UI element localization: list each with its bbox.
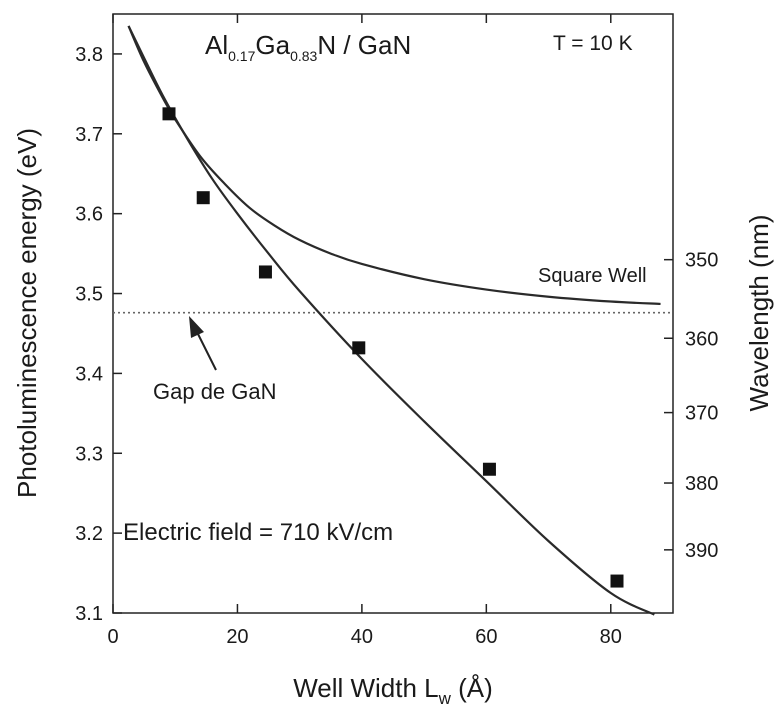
x-axis-title-unit: (Å) [451,673,493,703]
y-tick-label: 3.4 [75,363,103,385]
data-point [482,462,496,476]
x-tick-label: 60 [475,626,497,648]
data-points [162,107,624,588]
y-tick-label: 3.6 [75,204,103,226]
temperature-label: T = 10 K [553,32,633,55]
y-tick-label: 3.5 [75,284,103,306]
title-rest: N / GaN [317,30,411,60]
y-axis-title: Photoluminescence energy (eV) [12,128,42,498]
gap-label: Gap de GaN [153,379,277,404]
y2-tick-label: 390 [685,540,718,562]
gap-arrow-head [189,316,204,338]
y-tick-label: 3.7 [75,124,103,146]
title-al-sub: 0.17 [228,48,255,64]
x-tick-label: 80 [600,626,622,648]
y2-tick-label: 380 [685,473,718,495]
y2-tick-label: 360 [685,328,718,350]
y-tick-label: 3.8 [75,44,103,66]
data-point [162,107,176,121]
title-ga: Ga [255,30,290,60]
x-axis-title-main: Well Width L [293,673,438,703]
y2-axis-ticks: 350 360 370 380 390 [664,250,718,562]
y-tick-label: 3.3 [75,443,103,465]
x-tick-label: 0 [107,626,118,648]
y-tick-label: 3.1 [75,603,103,625]
title-ga-sub: 0.83 [290,48,317,64]
data-point [352,341,366,355]
electric-field-label: Electric field = 710 kV/cm [123,519,393,546]
data-point [610,574,624,588]
x-axis-title: Well Width Lw (Å) [293,673,493,708]
y2-tick-label: 350 [685,250,718,272]
title-al: Al [205,30,228,60]
y-tick-label: 3.2 [75,523,103,545]
data-point [196,191,210,205]
chart-title: Al0.17Ga0.83N / GaN [205,30,411,64]
y2-tick-label: 370 [685,403,718,425]
gap-arrow-shaft [196,331,217,371]
x-axis-title-sub: w [438,689,452,708]
x-axis-ticks: 0 20 40 60 80 [107,14,622,648]
data-point [258,265,272,279]
x-tick-label: 40 [351,626,373,648]
y2-axis-title: Wavelength (nm) [744,215,774,412]
square-well-curve [127,25,661,306]
y-axis-ticks: 3.1 3.2 3.3 3.4 3.5 3.6 3.7 3.8 [75,44,122,625]
square-well-label: Square Well [538,265,647,287]
x-tick-label: 20 [226,626,248,648]
